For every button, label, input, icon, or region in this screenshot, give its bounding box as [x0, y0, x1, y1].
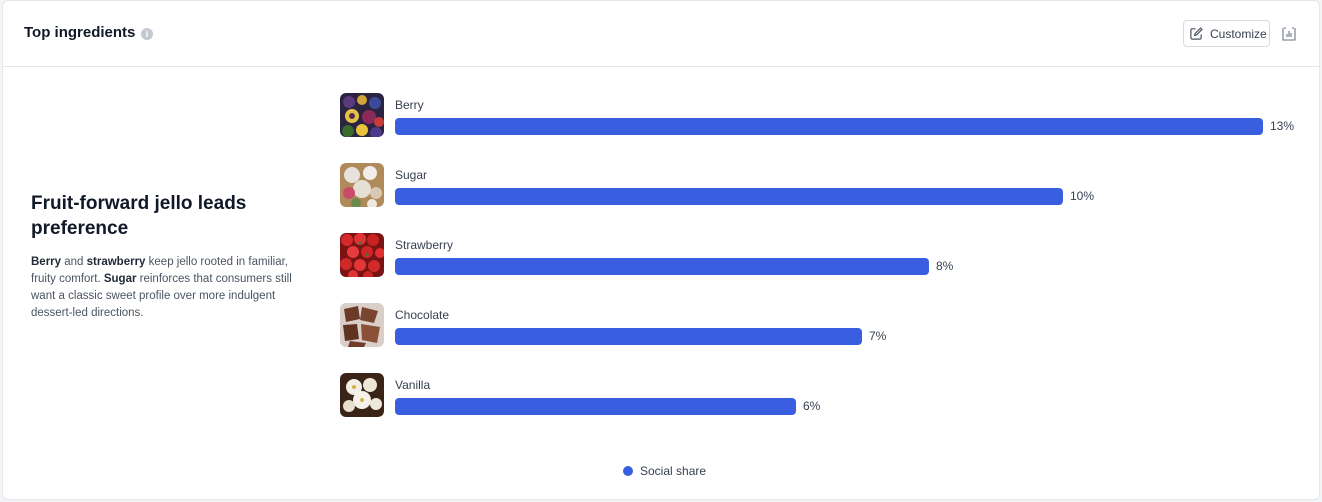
bar-label: Vanilla — [395, 378, 431, 392]
info-icon[interactable]: i — [141, 28, 153, 40]
strawberry-photo — [340, 233, 384, 277]
bar[interactable] — [395, 398, 796, 415]
bar-label: Strawberry — [395, 238, 454, 252]
bar-value-label: 13% — [1270, 119, 1295, 133]
insight-panel: Fruit-forward jello leads preference Ber… — [31, 191, 296, 322]
vanilla-photo — [340, 373, 384, 417]
legend-label: Social share — [640, 464, 707, 478]
bar-label: Chocolate — [395, 308, 450, 322]
legend-swatch — [623, 466, 633, 476]
customize-label: Customize — [1210, 26, 1267, 41]
card-title: Top ingredients — [24, 24, 136, 41]
insight-body-part: and — [61, 256, 87, 268]
insight-body: Berry and strawberry keep jello rooted i… — [31, 254, 296, 322]
edit-icon — [1190, 27, 1203, 40]
customize-button[interactable]: Customize — [1183, 20, 1270, 47]
insight-body-part: Sugar — [103, 273, 137, 285]
bar[interactable] — [395, 328, 862, 345]
insight-body-part: keep jello rooted in familiar, fruity co… — [31, 256, 289, 285]
bar[interactable] — [395, 118, 1263, 135]
insight-body-part: strawberry — [86, 256, 146, 268]
bar-value-label: 10% — [1070, 189, 1095, 203]
bar[interactable] — [395, 258, 929, 275]
insight-heading: Fruit-forward jello leads preference — [31, 193, 247, 239]
bar-label: Sugar — [395, 168, 428, 182]
insight-body-part: Berry — [31, 256, 62, 268]
sugar-photo — [340, 163, 384, 207]
insight-body-part: reinforces that consumers still want a c… — [31, 273, 292, 319]
bar[interactable] — [395, 188, 1063, 205]
card-header: Top ingredients i Customize — [3, 1, 1319, 67]
chocolate-photo — [340, 303, 384, 347]
bar-value-label: 8% — [936, 259, 954, 273]
chart-legend: Social share — [623, 464, 706, 478]
bar-value-label: 6% — [803, 399, 821, 413]
bar-label: Berry — [395, 98, 424, 112]
chart-export-icon[interactable] — [1281, 25, 1297, 43]
bar-value-label: 7% — [869, 329, 887, 343]
berry-photo — [340, 93, 384, 137]
